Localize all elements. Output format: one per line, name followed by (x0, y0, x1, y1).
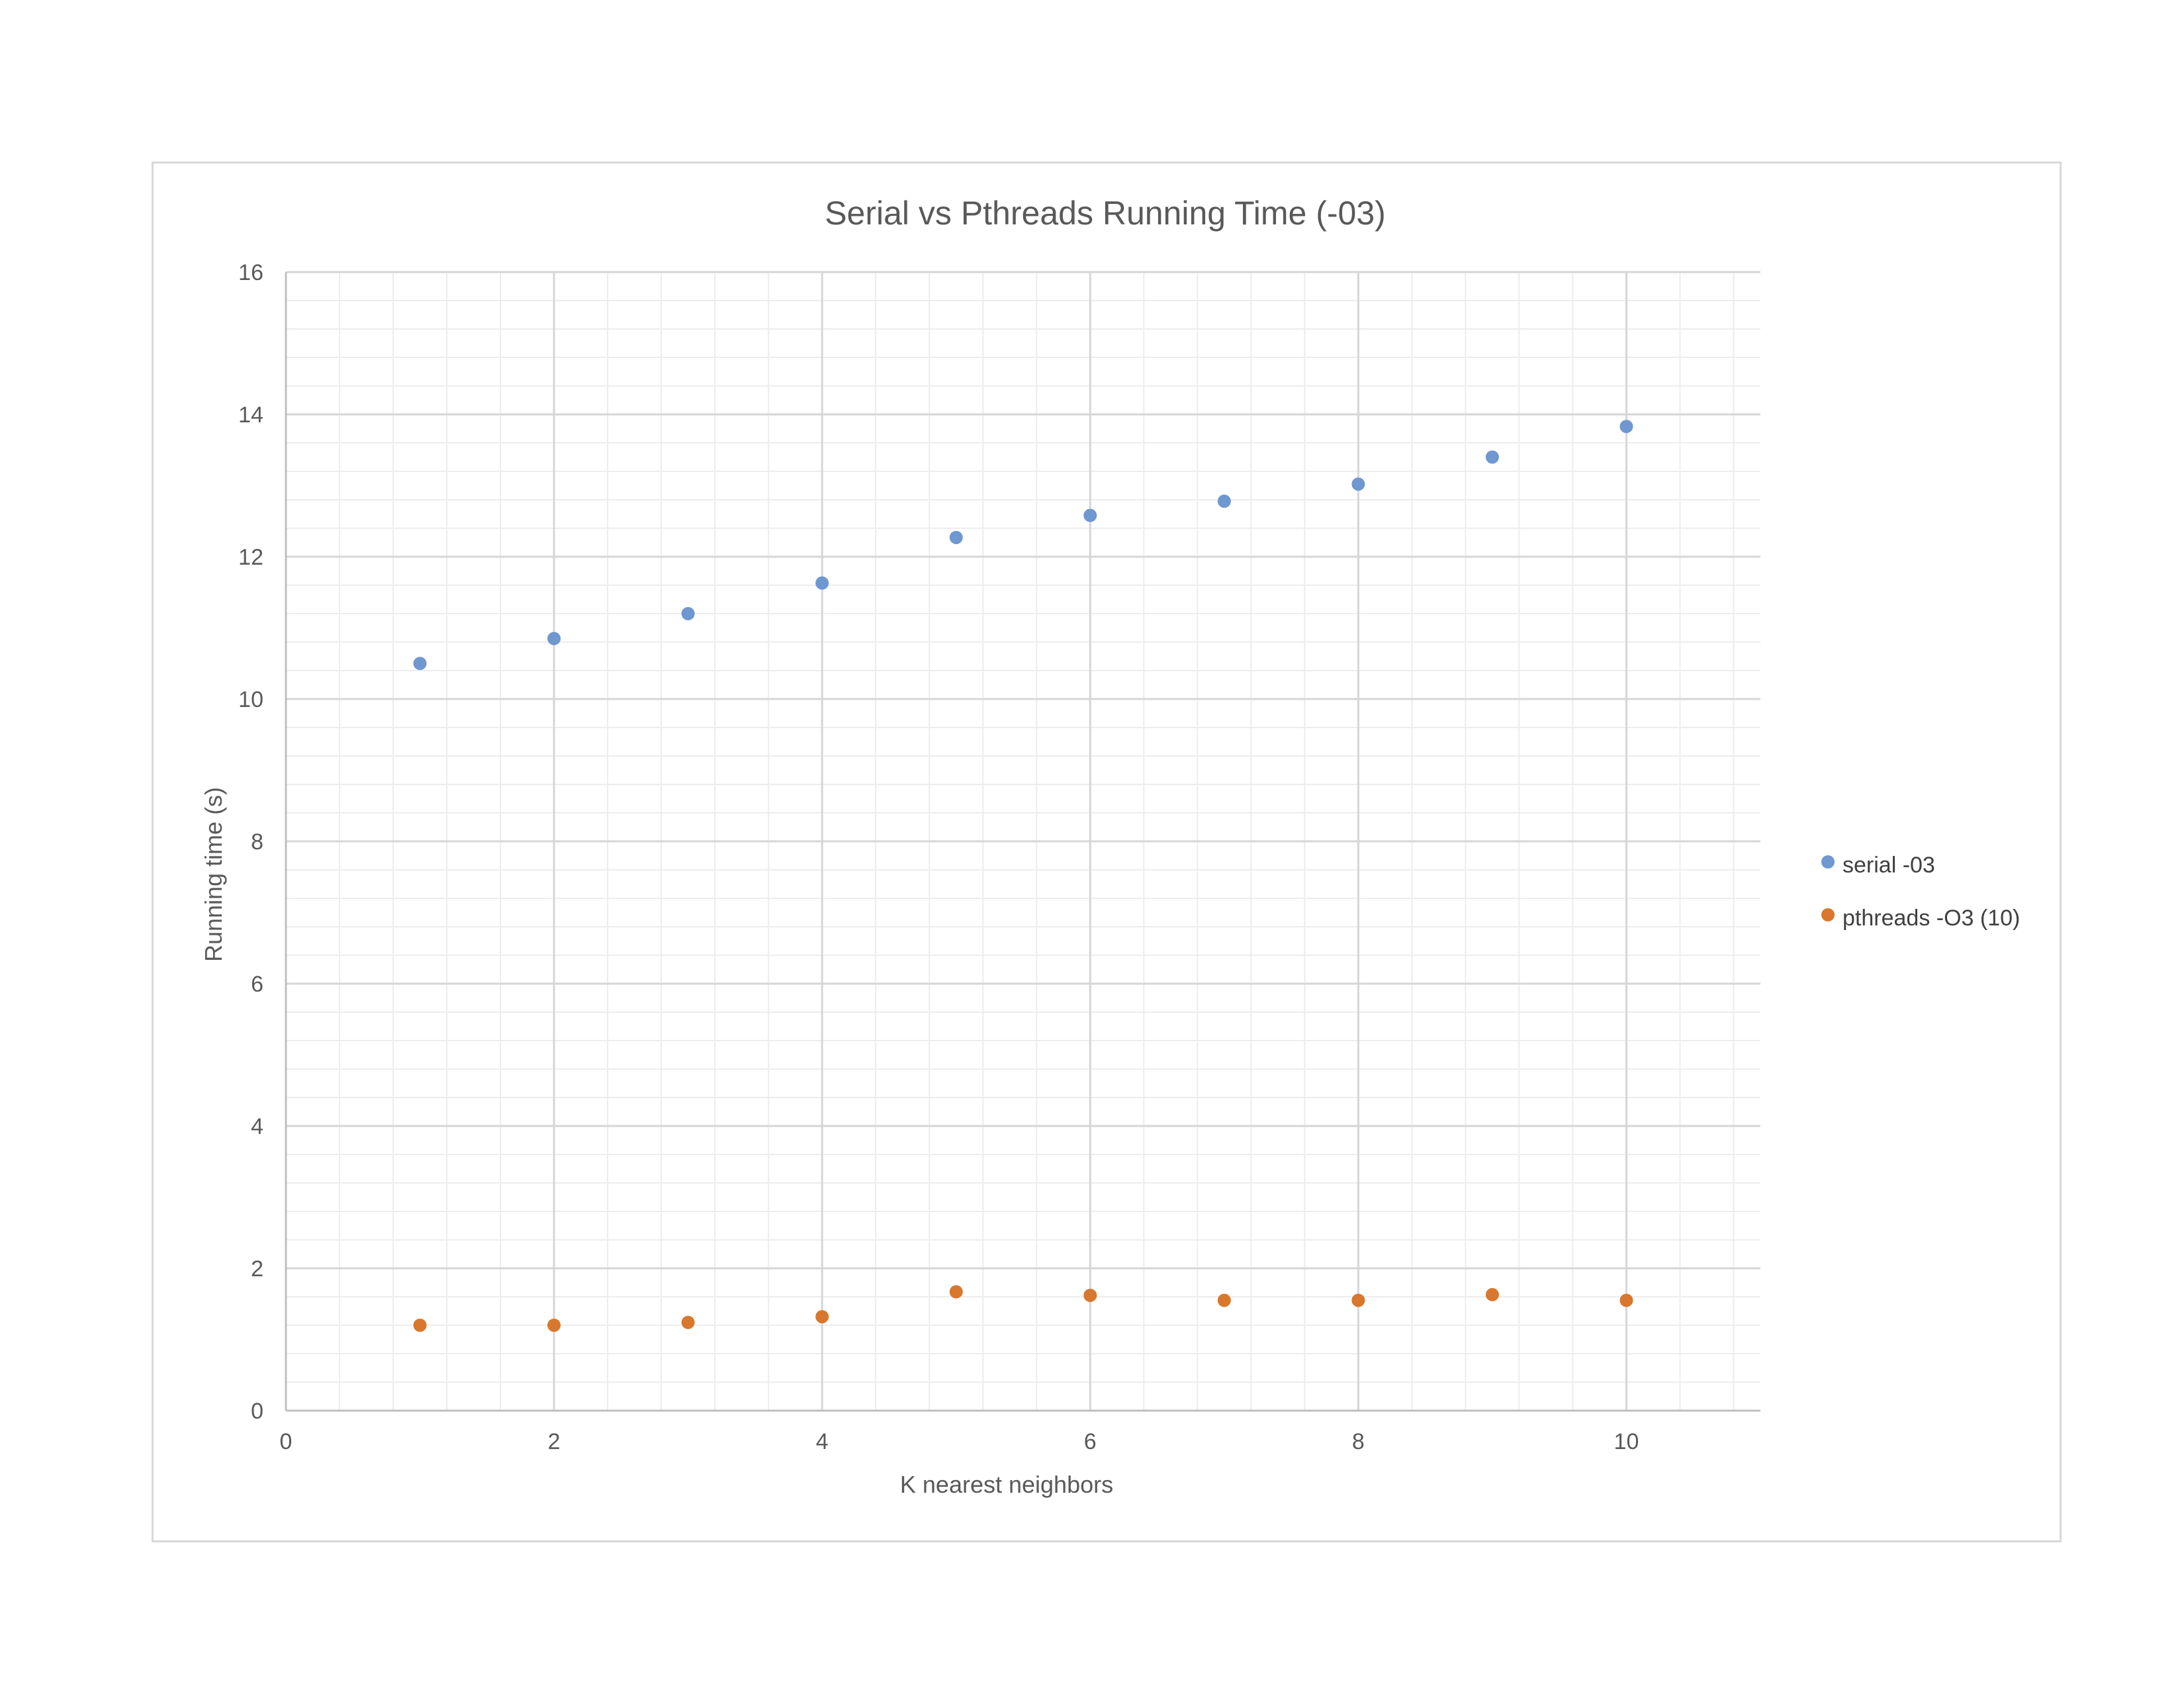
x-tick-label: 8 (1352, 1429, 1365, 1454)
data-point-series-2 (1485, 1288, 1499, 1301)
y-axis-title: Running time (s) (200, 787, 227, 962)
y-tick-label: 2 (251, 1256, 263, 1282)
legend-marker-1 (1821, 855, 1835, 868)
data-point-series-2 (413, 1319, 427, 1332)
chart-title: Serial vs Pthreads Running Time (-03) (825, 195, 1386, 232)
data-point-series-2 (681, 1315, 695, 1329)
data-point-series-2 (1217, 1293, 1231, 1307)
x-tick-label: 2 (548, 1429, 561, 1454)
data-point-series-1 (413, 657, 427, 671)
legend-marker-2 (1821, 908, 1835, 921)
data-point-series-2 (1083, 1288, 1097, 1302)
y-tick-label: 6 (251, 972, 263, 997)
x-tick-label: 4 (816, 1429, 829, 1454)
scatter-chart: 0 2 4 6 8 10 0 2 4 6 8 10 12 14 16 Serial vs Pthreads … (200, 195, 2020, 1498)
x-tick-label: 10 (1614, 1429, 1639, 1454)
x-tick-label: 6 (1084, 1429, 1097, 1454)
data-point-series-2 (547, 1319, 561, 1332)
legend-label-2: pthreads -O3 (10) (1843, 906, 2020, 931)
data-point-series-1 (949, 530, 963, 544)
data-point-series-1 (681, 607, 695, 620)
data-point-series-1 (815, 576, 829, 590)
chart-area: 0 2 4 6 8 10 0 2 4 6 8 10 12 14 16 Serial vs Pthreads … (152, 162, 2062, 1542)
data-points (413, 420, 1633, 1332)
data-point-series-2 (1619, 1293, 1633, 1307)
data-point-series-1 (1619, 420, 1633, 434)
gridlines (285, 271, 1760, 1412)
y-tick-label: 16 (238, 260, 263, 285)
y-tick-label: 0 (251, 1399, 263, 1424)
data-point-series-1 (1217, 494, 1231, 508)
legend: serial -03 pthreads -O3 (10) (1821, 853, 2020, 931)
y-tick-label: 10 (238, 687, 263, 712)
data-point-series-1 (1083, 508, 1097, 522)
data-point-series-1 (547, 632, 561, 645)
y-tick-label: 14 (238, 402, 263, 428)
legend-label-1: serial -03 (1843, 853, 1935, 878)
data-point-series-2 (1351, 1293, 1365, 1307)
y-tick-label: 12 (238, 545, 263, 570)
y-tick-label: 4 (251, 1114, 263, 1139)
data-point-series-1 (1485, 450, 1499, 464)
axes: 0 2 4 6 8 10 0 2 4 6 8 10 12 14 16 (238, 260, 1760, 1454)
data-point-series-1 (1351, 477, 1365, 491)
data-point-series-2 (815, 1310, 829, 1324)
x-axis-title: K nearest neighbors (900, 1471, 1113, 1498)
x-tick-label: 0 (280, 1429, 293, 1454)
y-tick-label: 8 (251, 829, 263, 855)
data-point-series-2 (949, 1285, 963, 1299)
